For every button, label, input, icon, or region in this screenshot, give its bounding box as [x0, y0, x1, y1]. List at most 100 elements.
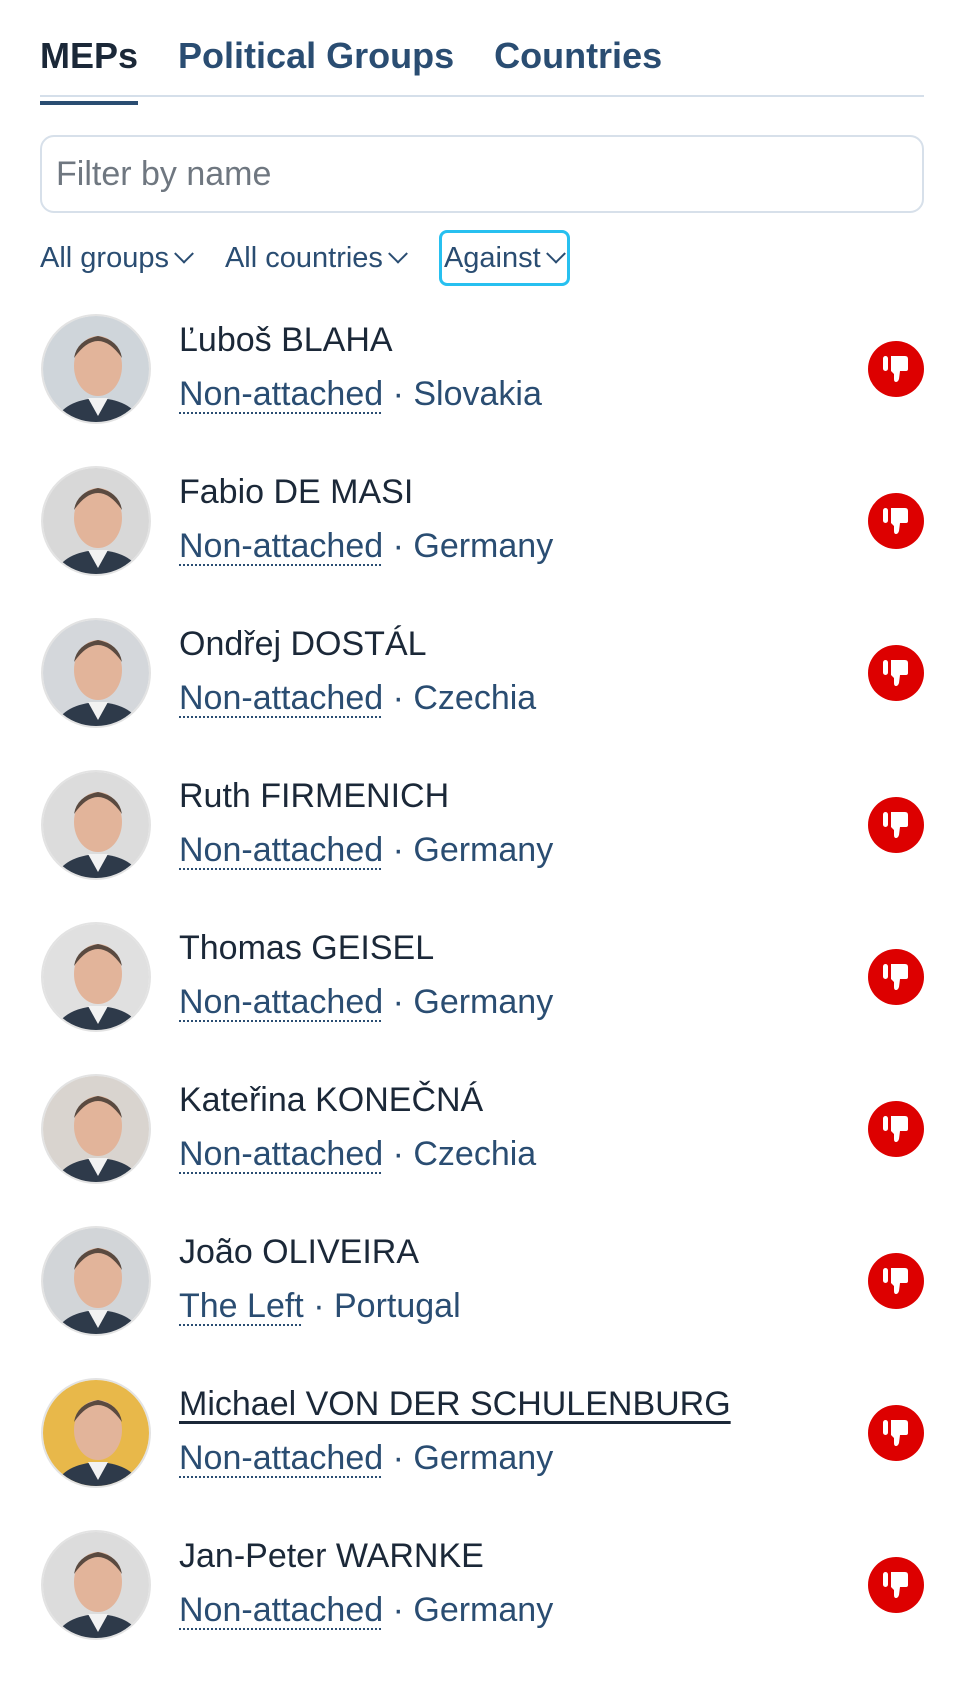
portrait-photo [43, 1228, 149, 1334]
country-name: Germany [413, 831, 554, 869]
avatar[interactable] [41, 618, 151, 728]
chevron-down-icon [545, 243, 566, 264]
mep-row: Jan-Peter WARNKE Non-attached · Germany [0, 1509, 960, 1661]
country-name: Germany [413, 1439, 554, 1477]
vote-against-badge [868, 949, 924, 1005]
political-group-link[interactable]: Non-attached [179, 1591, 384, 1629]
country-filter-dropdown[interactable]: All countries [224, 230, 408, 286]
tab-bar: MEPs Political Groups Countries [40, 28, 924, 105]
country-name: Germany [413, 527, 554, 565]
political-group-link[interactable]: Non-attached [179, 679, 384, 717]
mep-affiliation: Non-attached · Czechia [179, 679, 536, 718]
mep-affiliation: Non-attached · Germany [179, 1591, 553, 1630]
mep-affiliation: Non-attached · Germany [179, 831, 553, 870]
separator: · [313, 1287, 325, 1325]
separator: · [392, 527, 404, 565]
thumbs-down-icon [883, 1572, 908, 1598]
mep-row: Thomas GEISEL Non-attached · Germany [0, 901, 960, 1053]
avatar[interactable] [41, 922, 151, 1032]
mep-name-link[interactable]: Michael VON DER SCHULENBURG [179, 1385, 731, 1423]
filter-bar: All groups All countries Against [40, 228, 570, 288]
portrait-photo [43, 620, 149, 726]
avatar[interactable] [41, 770, 151, 880]
tab-meps[interactable]: MEPs [40, 28, 139, 105]
mep-name-link[interactable]: Jan-Peter WARNKE [179, 1537, 484, 1575]
avatar[interactable] [41, 314, 151, 424]
separator: · [392, 375, 404, 413]
mep-affiliation: Non-attached · Germany [179, 983, 553, 1022]
thumbs-down-icon [883, 964, 908, 990]
portrait-photo [43, 316, 149, 422]
vote-against-badge [868, 493, 924, 549]
portrait-photo [43, 1532, 149, 1638]
mep-name-link[interactable]: Fabio DE MASI [179, 473, 414, 511]
mep-row: Ruth FIRMENICH Non-attached · Germany [0, 749, 960, 901]
mep-row: Kateřina KONEČNÁ Non-attached · Czechia [0, 1053, 960, 1205]
mep-row: Ondřej DOSTÁL Non-attached · Czechia [0, 597, 960, 749]
vote-against-badge [868, 1101, 924, 1157]
mep-row: Michael VON DER SCHULENBURG Non-attached… [0, 1357, 960, 1509]
country-name: Czechia [413, 1135, 537, 1173]
mep-name-link[interactable]: Ondřej DOSTÁL [179, 625, 427, 663]
vote-against-badge [868, 1253, 924, 1309]
thumbs-down-icon [883, 508, 908, 534]
political-group-link[interactable]: Non-attached [179, 375, 384, 413]
tab-countries[interactable]: Countries [494, 35, 663, 76]
mep-list: Ľuboš BLAHA Non-attached · Slovakia Fabi… [0, 293, 960, 1661]
country-name: Germany [413, 983, 554, 1021]
separator: · [392, 983, 404, 1021]
country-name: Czechia [413, 679, 537, 717]
vote-against-badge [868, 645, 924, 701]
political-group-link[interactable]: Non-attached [179, 1439, 384, 1477]
avatar[interactable] [41, 466, 151, 576]
avatar[interactable] [41, 1226, 151, 1336]
thumbs-down-icon [883, 1420, 908, 1446]
country-name: Portugal [333, 1287, 461, 1325]
mep-row: Ľuboš BLAHA Non-attached · Slovakia [0, 293, 960, 445]
chevron-down-icon [174, 243, 194, 264]
avatar[interactable] [41, 1378, 151, 1488]
separator: · [392, 831, 404, 869]
mep-affiliation: Non-attached · Germany [179, 1439, 553, 1478]
mep-name-link[interactable]: Ruth FIRMENICH [179, 777, 450, 815]
mep-affiliation: Non-attached · Slovakia [179, 375, 542, 414]
mep-name-link[interactable]: Kateřina KONEČNÁ [179, 1081, 484, 1119]
mep-name-link[interactable]: João OLIVEIRA [179, 1233, 420, 1271]
separator: · [392, 1439, 404, 1477]
separator: · [392, 1135, 404, 1173]
tab-political-groups[interactable]: Political Groups [178, 35, 455, 76]
vote-filter-dropdown[interactable]: Against [438, 230, 570, 286]
mep-row: Fabio DE MASI Non-attached · Germany [0, 445, 960, 597]
vote-against-badge [868, 1405, 924, 1461]
chevron-down-icon [388, 243, 408, 264]
thumbs-down-icon [883, 356, 908, 382]
filter-by-name-input[interactable] [40, 135, 924, 213]
avatar[interactable] [41, 1530, 151, 1640]
portrait-photo [43, 1380, 149, 1486]
thumbs-down-icon [883, 812, 908, 838]
group-filter-label: All groups [40, 241, 169, 274]
thumbs-down-icon [883, 1268, 908, 1294]
thumbs-down-icon [883, 660, 908, 686]
political-group-link[interactable]: Non-attached [179, 527, 384, 565]
country-filter-label: All countries [224, 241, 383, 274]
political-group-link[interactable]: Non-attached [179, 983, 384, 1021]
group-filter-dropdown[interactable]: All groups [40, 230, 194, 286]
vote-filter-label: Against [443, 241, 541, 274]
mep-row: João OLIVEIRA The Left · Portugal [0, 1205, 960, 1357]
portrait-photo [43, 468, 149, 574]
political-group-link[interactable]: Non-attached [179, 831, 384, 869]
vote-against-badge [868, 341, 924, 397]
separator: · [392, 679, 404, 717]
mep-name-link[interactable]: Ľuboš BLAHA [179, 321, 393, 359]
mep-name-link[interactable]: Thomas GEISEL [179, 929, 435, 967]
mep-affiliation: The Left · Portugal [179, 1287, 461, 1326]
political-group-link[interactable]: Non-attached [179, 1135, 384, 1173]
political-group-link[interactable]: The Left [179, 1287, 304, 1325]
country-name: Germany [413, 1591, 554, 1629]
country-name: Slovakia [413, 375, 542, 413]
mep-affiliation: Non-attached · Germany [179, 527, 553, 566]
vote-against-badge [868, 797, 924, 853]
avatar[interactable] [41, 1074, 151, 1184]
separator: · [392, 1591, 404, 1629]
